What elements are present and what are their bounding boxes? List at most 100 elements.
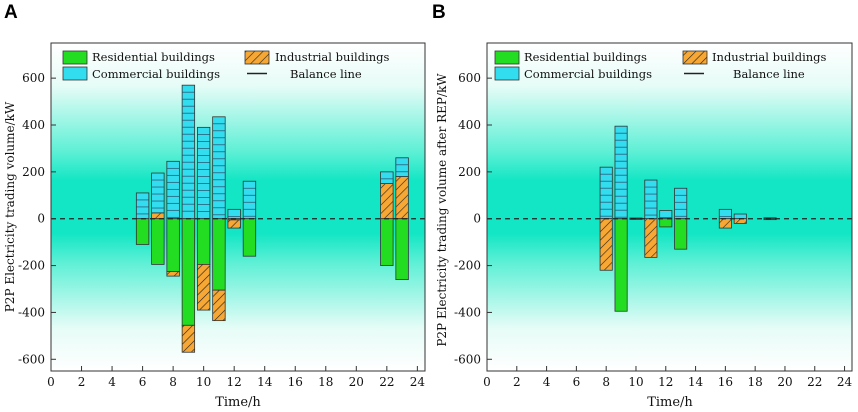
y-tick-label: 600 — [22, 71, 45, 85]
bar-group-hour-22 — [380, 171, 394, 266]
panel-a-plot-background — [51, 43, 425, 371]
bar-industrial-hour-9 — [181, 324, 196, 353]
bar-group-hour-9 — [181, 84, 196, 353]
x-tick-label: 22 — [807, 375, 822, 389]
panel-b-bars — [599, 125, 777, 312]
bar-group-hour-8 — [166, 160, 180, 277]
bar-commercial-hour-9 — [181, 84, 196, 220]
bar-commercial-hour-6 — [135, 192, 150, 220]
bar-industrial-hour-16 — [718, 218, 732, 229]
y-tick-label: -400 — [454, 305, 481, 319]
bar-residential-hour-12 — [659, 218, 673, 228]
x-tick-label: 6 — [139, 375, 147, 389]
x-tick-label: 4 — [108, 375, 116, 389]
y-tick-label: 200 — [458, 165, 481, 179]
y-tick-label: 0 — [473, 212, 481, 226]
y-tick-label: 0 — [37, 212, 45, 226]
legend-balance-label: Balance line — [290, 67, 362, 81]
x-tick-label: 8 — [169, 375, 177, 389]
x-tick-label: 16 — [718, 375, 733, 389]
panel-b-x-axis-label: Time/h — [647, 395, 693, 410]
x-tick-label: 18 — [748, 375, 763, 389]
bar-industrial-hour-12 — [227, 219, 241, 229]
legend-residential-swatch — [494, 50, 520, 65]
bar-commercial-hour-16 — [718, 208, 732, 220]
panel-a-letter: A — [4, 2, 18, 23]
bar-commercial-hour-13 — [242, 180, 257, 220]
x-tick-label: 6 — [573, 375, 581, 389]
x-tick-label: 18 — [318, 375, 333, 389]
x-tick-label: 12 — [658, 375, 673, 389]
legend-industrial-swatch — [682, 50, 708, 65]
bar-group-hour-11 — [644, 179, 658, 258]
bar-residential-hour-6 — [135, 218, 150, 245]
bar-commercial-hour-22 — [380, 171, 394, 184]
x-tick-label: 4 — [543, 375, 551, 389]
legend-industrial-label: Industrial buildings — [712, 50, 827, 64]
panel-a-x-ticks: 0 2 4 6 8 10 12 14 16 18 20 22 24 — [47, 366, 425, 389]
bar-residential-hour-13 — [242, 218, 257, 257]
panel-b-x-ticks: 0 2 4 6 8 10 12 14 16 18 20 22 24 — [483, 366, 853, 389]
bar-commercial-hour-17 — [733, 213, 747, 220]
bar-group-hour-13 — [242, 180, 257, 257]
y-tick-label: 600 — [458, 71, 481, 85]
bar-residential-hour-11 — [212, 218, 226, 291]
legend-commercial-swatch — [62, 66, 88, 81]
bar-residential-hour-22 — [380, 218, 394, 266]
x-tick-label: 20 — [349, 375, 364, 389]
bar-industrial-hour-22 — [380, 183, 394, 220]
panel-b-plot-frame — [486, 42, 853, 372]
y-tick-label: -600 — [18, 352, 45, 366]
bar-group-hour-13 — [674, 187, 688, 250]
panel-b-legend: Residential buildings Industrial buildin… — [494, 50, 827, 81]
panel-a-y-axis-label: P2P Electricity trading volume/kW — [3, 101, 17, 312]
bar-industrial-hour-17 — [733, 218, 747, 224]
x-tick-label: 16 — [288, 375, 303, 389]
bar-residential-hour-10 — [196, 218, 211, 265]
y-tick-label: -200 — [18, 259, 45, 273]
bar-group-hour-12 — [659, 210, 673, 228]
bar-commercial-hour-8 — [599, 166, 613, 220]
y-tick-label: -200 — [454, 259, 481, 273]
bar-industrial-hour-11 — [212, 289, 226, 322]
y-tick-label: -600 — [454, 352, 481, 366]
panel-a-plot-frame — [50, 42, 426, 372]
legend-residential-swatch — [62, 50, 88, 65]
bar-group-hour-23 — [395, 157, 409, 281]
x-tick-label: 0 — [483, 375, 491, 389]
x-tick-label: 12 — [227, 375, 242, 389]
bar-residential-hour-8 — [166, 218, 180, 272]
panel-a-y-ticks: -600 -400 -200 0 200 400 600 — [18, 71, 56, 366]
panel-a-x-axis-label: Time/h — [215, 395, 261, 410]
bar-residential-hour-7 — [151, 218, 165, 265]
x-tick-label: 14 — [257, 375, 273, 389]
panel-b-letter: B — [432, 2, 446, 23]
legend-commercial-label: Commercial buildings — [524, 67, 652, 81]
x-tick-label: 8 — [602, 375, 610, 389]
legend-industrial-label: Industrial buildings — [275, 50, 390, 64]
y-tick-label: 200 — [22, 165, 45, 179]
bar-commercial-hour-13 — [674, 187, 688, 220]
bar-industrial-hour-10 — [196, 263, 211, 311]
panel-b-y-ticks: -600 -400 -200 0 200 400 600 — [454, 71, 492, 366]
legend-commercial-label: Commercial buildings — [92, 67, 220, 81]
bar-group-hour-8 — [599, 166, 613, 271]
legend-residential-label: Residential buildings — [92, 50, 215, 64]
legend-commercial-swatch — [494, 66, 520, 81]
bar-residential-hour-9 — [614, 218, 628, 312]
bar-group-hour-11 — [212, 116, 226, 322]
bar-residential-hour-13 — [674, 218, 688, 250]
bar-commercial-hour-7 — [151, 172, 165, 214]
bar-industrial-hour-23 — [395, 176, 409, 220]
x-tick-label: 24 — [410, 375, 426, 389]
y-tick-label: 400 — [22, 118, 45, 132]
x-tick-label: 2 — [513, 375, 521, 389]
x-tick-label: 10 — [196, 375, 211, 389]
x-tick-label: 24 — [837, 375, 853, 389]
x-tick-label: 2 — [78, 375, 86, 389]
bar-commercial-hour-12 — [227, 208, 241, 220]
legend-balance-label: Balance line — [733, 67, 805, 81]
